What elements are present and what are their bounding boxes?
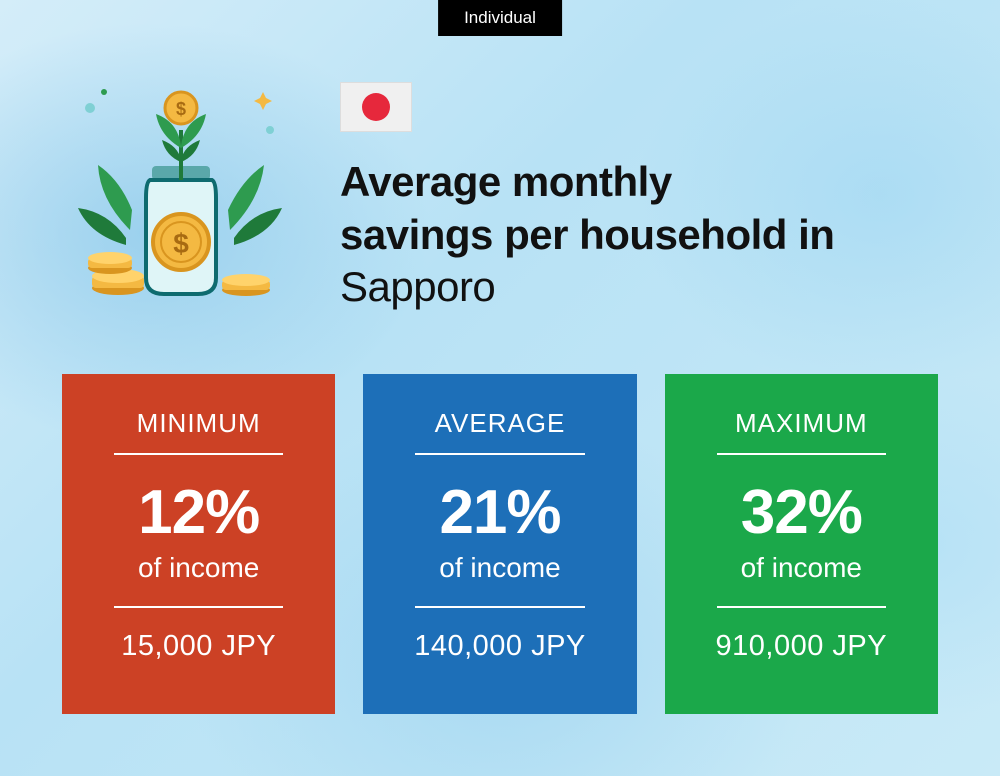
card-subtext: of income (90, 552, 307, 584)
card-average: AVERAGE 21% of income 140,000 JPY (363, 374, 636, 714)
card-subtext: of income (391, 552, 608, 584)
divider (415, 453, 585, 455)
card-minimum: MINIMUM 12% of income 15,000 JPY (62, 374, 335, 714)
card-amount: 15,000 JPY (90, 630, 307, 663)
title-city: Sapporo (340, 263, 495, 310)
card-label: MINIMUM (90, 408, 307, 439)
page-title: Average monthly savings per household in… (340, 156, 834, 314)
divider (114, 606, 284, 608)
stat-cards-row: MINIMUM 12% of income 15,000 JPY AVERAGE… (0, 334, 1000, 714)
title-line-2: savings per household in (340, 211, 834, 258)
divider (114, 453, 284, 455)
coin-stack-left (88, 252, 144, 295)
savings-jar: $ $ (146, 92, 216, 294)
divider (717, 453, 887, 455)
card-label: MAXIMUM (693, 408, 910, 439)
card-maximum: MAXIMUM 32% of income 910,000 JPY (665, 374, 938, 714)
card-percent: 12% (90, 477, 307, 548)
svg-text:$: $ (176, 99, 186, 119)
divider (415, 606, 585, 608)
title-block: Average monthly savings per household in… (340, 70, 834, 314)
divider (717, 606, 887, 608)
japan-flag-icon (340, 82, 412, 132)
category-badge: Individual (438, 0, 562, 36)
card-amount: 140,000 JPY (391, 630, 608, 663)
card-subtext: of income (693, 552, 910, 584)
card-percent: 21% (391, 477, 608, 548)
header-section: $ $ Average monthly savings per househol… (0, 0, 1000, 334)
svg-text:$: $ (173, 228, 189, 259)
savings-jar-illustration: $ $ (60, 70, 300, 310)
card-amount: 910,000 JPY (693, 630, 910, 663)
coin-stack-right (222, 274, 270, 296)
title-line-1: Average monthly (340, 158, 672, 205)
card-percent: 32% (693, 477, 910, 548)
card-label: AVERAGE (391, 408, 608, 439)
